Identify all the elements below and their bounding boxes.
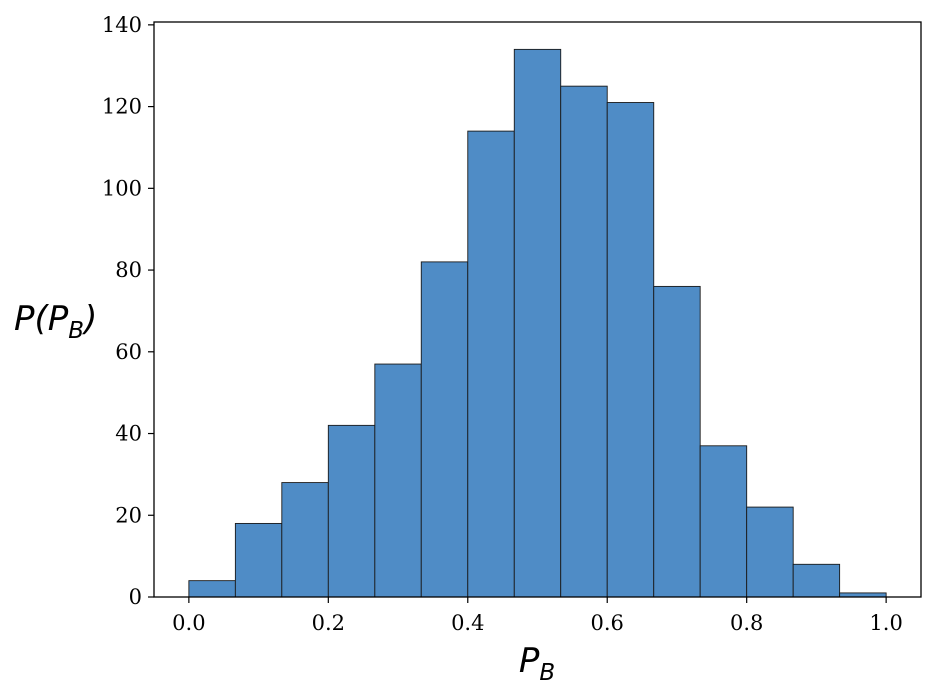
histogram-bar [281, 482, 329, 598]
histogram-bar [513, 48, 562, 598]
y-tick-label: 20 [115, 503, 142, 527]
histogram-bar [467, 130, 515, 598]
histogram-bar [746, 506, 794, 598]
histogram-bar [420, 261, 469, 598]
y-tick-label: 0 [129, 585, 142, 609]
x-tick-label: 0.6 [591, 611, 624, 635]
x-tick-label: 0.0 [172, 611, 205, 635]
histogram-bar [653, 285, 701, 598]
x-tick-label: 1.0 [869, 611, 902, 635]
x-axis-label-sub: B [539, 660, 555, 686]
x-ticks-group: 0.0 0.2 0.4 0.6 0.8 1.0 [172, 597, 903, 635]
y-tick-label: 80 [115, 258, 142, 282]
y-axis-label: P(PB) [14, 299, 97, 344]
histogram-bar [792, 563, 841, 598]
y-axis-label-close: ) [81, 299, 97, 339]
x-tick-label: 0.2 [312, 611, 345, 635]
histogram-bar [606, 102, 655, 598]
y-axis-label-main: P(P [14, 299, 69, 339]
bars-group [188, 48, 887, 598]
x-tick-label: 0.8 [730, 611, 763, 635]
y-ticks-group: 0 20 40 60 80 100 120 140 [102, 13, 154, 609]
y-tick-label: 140 [102, 13, 142, 37]
plot-frame [153, 21, 922, 598]
y-tick-label: 120 [102, 95, 142, 119]
histogram-bar [188, 580, 236, 598]
histogram-bar [560, 85, 608, 598]
histogram-bar [699, 445, 748, 598]
y-tick-label: 60 [115, 340, 142, 364]
histogram-bar [234, 522, 283, 598]
x-axis-label-main: P [519, 641, 540, 681]
histogram-bar [374, 363, 422, 598]
histogram-bar [327, 424, 376, 598]
x-tick-label: 0.4 [451, 611, 484, 635]
x-axis-label: PB [519, 641, 555, 686]
y-tick-label: 40 [115, 422, 142, 446]
y-tick-label: 100 [102, 176, 142, 200]
y-axis-label-sub: B [68, 318, 84, 344]
